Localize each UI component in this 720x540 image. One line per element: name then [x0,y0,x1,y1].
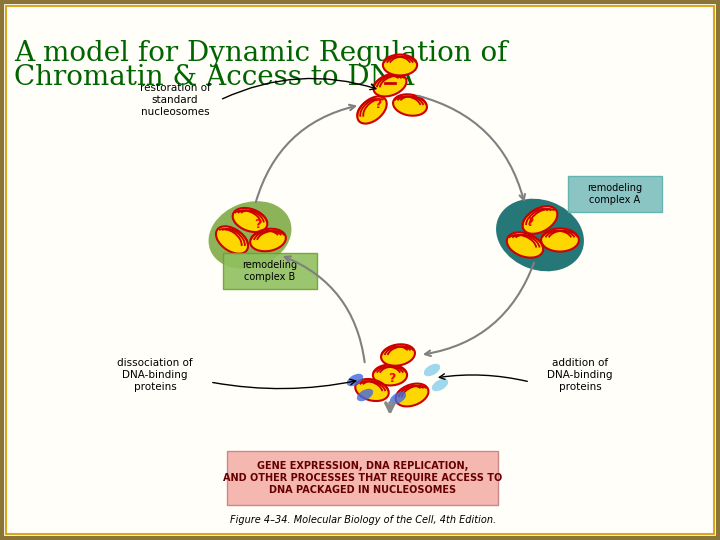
Text: dissociation of
DNA-binding
proteins: dissociation of DNA-binding proteins [117,359,193,392]
Text: Figure 4–34. Molecular Biology of the Cell, 4th Edition.: Figure 4–34. Molecular Biology of the Ce… [230,515,496,525]
Text: remodeling
complex A: remodeling complex A [588,183,642,205]
Ellipse shape [432,379,448,392]
Text: GENE EXPRESSION, DNA REPLICATION,
AND OTHER PROCESSES THAT REQUIRE ACCESS TO
DNA: GENE EXPRESSION, DNA REPLICATION, AND OT… [223,461,503,495]
FancyBboxPatch shape [568,176,662,212]
Ellipse shape [373,364,407,386]
Ellipse shape [209,201,292,269]
Text: ?: ? [254,219,261,232]
Ellipse shape [233,208,267,232]
Ellipse shape [390,392,406,404]
Ellipse shape [393,94,427,116]
Ellipse shape [496,199,584,271]
Ellipse shape [383,55,417,76]
Ellipse shape [523,206,557,234]
Text: ?: ? [388,372,396,384]
Text: A model for Dynamic Regulation of: A model for Dynamic Regulation of [14,40,508,67]
Ellipse shape [395,383,428,407]
Ellipse shape [347,374,363,386]
Text: addition of
DNA-binding
proteins: addition of DNA-binding proteins [547,359,613,392]
Ellipse shape [507,232,543,258]
Ellipse shape [250,229,286,251]
Ellipse shape [541,228,579,252]
FancyBboxPatch shape [223,253,317,289]
Text: restoration of
standard
nucleosomes: restoration of standard nucleosomes [140,83,210,117]
Ellipse shape [357,97,387,124]
Text: ?: ? [374,98,382,111]
Ellipse shape [381,345,415,366]
Text: remodeling
complex B: remodeling complex B [243,260,297,282]
Text: ?: ? [526,217,534,230]
Ellipse shape [216,226,248,254]
Ellipse shape [424,364,440,376]
Ellipse shape [355,379,389,401]
Ellipse shape [374,73,407,97]
Text: Chromatin & Access to DNA: Chromatin & Access to DNA [14,64,414,91]
FancyBboxPatch shape [227,451,498,505]
Ellipse shape [357,389,373,401]
